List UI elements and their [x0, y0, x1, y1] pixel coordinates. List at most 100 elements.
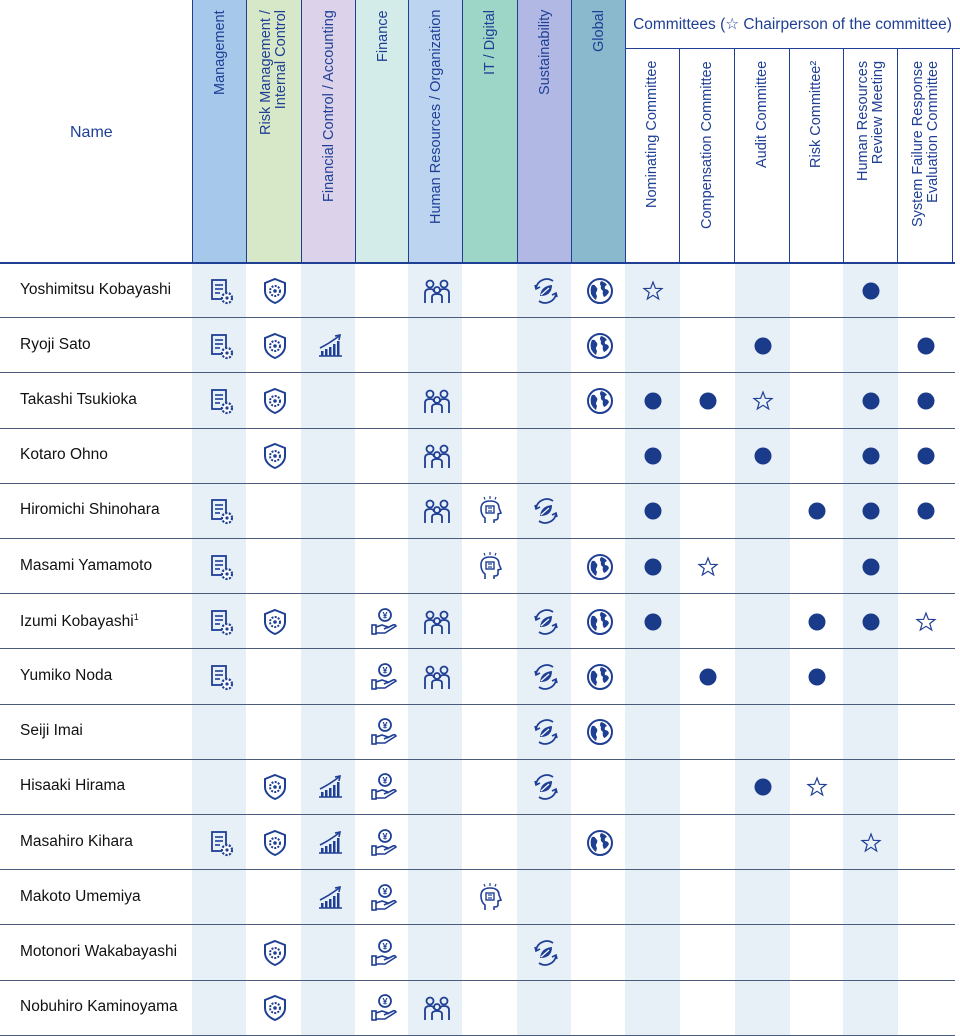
person-name: Hisaaki Hirama [20, 777, 125, 795]
committee-header-text: Review Meeting [869, 60, 886, 165]
person-name-text: Makoto Umemiya [20, 887, 141, 905]
management-icon [206, 276, 236, 306]
member-dot-icon [862, 447, 879, 465]
member-dot-icon [644, 392, 661, 410]
person-name: Yoshimitsu Kobayashi [20, 281, 171, 299]
svg-text:¥: ¥ [382, 666, 387, 676]
people-icon [422, 662, 452, 692]
chart-growth-icon [315, 883, 345, 913]
digital-head-icon [476, 882, 506, 913]
chairperson-star-icon [641, 279, 664, 300]
people-icon [422, 993, 452, 1023]
management-icon [206, 662, 236, 692]
person-name-text: Seiji Imai [20, 722, 83, 740]
member-dot-icon [917, 447, 934, 465]
member-dot-icon [644, 447, 661, 465]
row-divider [0, 427, 955, 429]
risk-shield-icon [260, 772, 290, 802]
finance-yen-hand-icon: ¥ [369, 993, 399, 1023]
skill-header-text: Human Resources / Organization [427, 9, 444, 224]
skill-header-7: Sustainability [517, 0, 572, 263]
digital-head-icon [476, 551, 506, 582]
people-icon [422, 276, 452, 306]
row-divider [0, 1034, 955, 1036]
member-dot-icon [808, 613, 825, 631]
committee-header-text: System Failure Response [909, 60, 926, 227]
svg-text:¥: ¥ [382, 721, 387, 731]
finance-yen-hand-icon: ¥ [369, 607, 399, 637]
person-name-text: Yumiko Noda [20, 667, 113, 684]
person-name: Kotaro Ohno [20, 446, 108, 464]
member-dot-icon [862, 392, 879, 410]
person-name-text: Ryoji Sato [20, 335, 91, 353]
finance-yen-hand-icon: ¥ [369, 938, 399, 968]
risk-shield-icon [260, 386, 290, 416]
member-dot-icon [644, 502, 661, 520]
skill-header-6: IT / Digital [462, 0, 517, 263]
management-icon [206, 828, 236, 858]
committee-column-bg [625, 263, 680, 1036]
row-divider [0, 648, 955, 650]
skill-header-label: Risk Management / Internal Control [258, 10, 289, 135]
person-name-text: Takashi Tsukioka [20, 391, 137, 408]
finance-yen-hand-icon: ¥ [369, 772, 399, 802]
sustainability-leaf-icon [531, 772, 561, 802]
person-name: Yumiko Noda [20, 667, 112, 685]
member-dot-icon [862, 613, 879, 631]
skill-header-text: Risk Management / [258, 10, 274, 135]
committee-header-text: Human Resources [854, 60, 871, 181]
chairperson-star-icon [696, 555, 719, 576]
footnote-marker: 1 [133, 611, 139, 622]
skill-header-2: Risk Management / Internal Control [246, 0, 301, 263]
management-icon [206, 607, 236, 637]
person-name-text: Hiromichi Shinohara [20, 501, 160, 519]
member-dot-icon [754, 778, 771, 796]
risk-shield-icon [260, 828, 290, 858]
member-dot-icon [862, 282, 879, 300]
chart-growth-icon [315, 772, 345, 802]
skill-header-4: Finance [355, 0, 410, 263]
row-divider [0, 538, 955, 539]
skill-header-text: Financial Control / Accounting [320, 10, 337, 202]
committees-title-text: Committees (☆ Chairperson of the committ… [633, 15, 952, 33]
management-icon [206, 386, 236, 416]
skill-header-label: Financial Control / Accounting [320, 10, 337, 202]
sustainability-leaf-icon [531, 662, 561, 692]
committee-header-4: Risk Committee² [789, 49, 844, 263]
member-dot-icon [862, 558, 879, 576]
person-name-text: Motonori Wakabayashi [20, 943, 178, 960]
risk-shield-icon [260, 276, 290, 306]
chart-growth-icon [315, 828, 345, 858]
skill-header-label: IT / Digital [481, 9, 498, 75]
globe-icon [585, 386, 615, 416]
chart-growth-icon [315, 331, 345, 361]
sustainability-leaf-icon [531, 276, 561, 306]
committee-header-text: Evaluation Committee [924, 60, 941, 203]
row-divider [0, 372, 955, 374]
svg-text:¥: ¥ [382, 831, 387, 841]
member-dot-icon [917, 337, 934, 355]
row-divider [0, 482, 955, 484]
skill-header-text: Internal Control [273, 10, 289, 110]
digital-head-icon [476, 496, 506, 526]
globe-icon [585, 662, 615, 692]
chairperson-star-icon [751, 390, 774, 411]
management-icon [206, 331, 236, 361]
member-dot-icon [917, 502, 934, 520]
name-column-header: Name [70, 124, 113, 141]
member-dot-icon [644, 558, 661, 576]
committee-header-label: System Failure Response Evaluation Commit… [909, 60, 941, 227]
person-name: Seiji Imai [20, 722, 83, 740]
committee-header-text: Audit Committee [754, 60, 770, 168]
row-divider [0, 703, 955, 705]
row-divider [0, 593, 955, 595]
globe-icon [585, 828, 615, 858]
committee-header-1: Nominating Committee [625, 49, 680, 263]
skill-header-text: IT / Digital [481, 9, 498, 75]
skill-header-text: Finance [374, 10, 391, 62]
skill-column-bg [192, 263, 246, 1036]
person-name: Makoto Umemiya [20, 888, 141, 906]
person-name-text: Masahiro Kihara [20, 832, 133, 850]
skill-header-label: Global [591, 10, 607, 52]
